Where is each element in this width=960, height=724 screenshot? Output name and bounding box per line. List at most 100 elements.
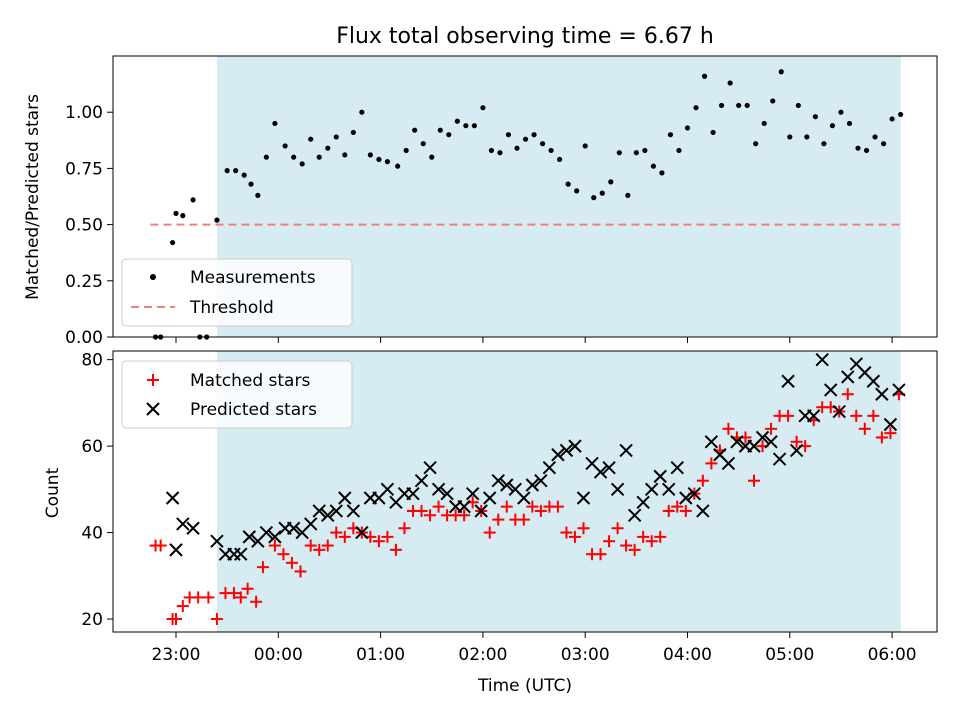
measurement-point — [804, 134, 810, 140]
predicted-star-point — [457, 499, 471, 514]
matched-star-point — [620, 539, 633, 552]
y-axis-bottom: 20 40 60 80 — [81, 351, 113, 630]
xtick-label: 01:00 — [356, 645, 405, 665]
measurement-point — [693, 105, 699, 111]
measurement-point — [667, 132, 674, 138]
measurement-point — [795, 102, 801, 109]
matched-star-point — [534, 504, 547, 517]
matched-star-point — [884, 427, 897, 440]
legend-marker-measurements — [150, 274, 156, 280]
predicted-star-point — [696, 504, 710, 518]
matched-star-point — [645, 535, 658, 548]
predicted-star-point — [875, 387, 889, 401]
matched-star-point — [594, 548, 607, 561]
plot-frame-bottom — [112, 350, 938, 633]
xtick-label: 00:00 — [254, 645, 303, 665]
predicted-star-point — [832, 404, 846, 419]
predicted-star-point — [380, 482, 395, 497]
measurement-point — [395, 163, 401, 169]
measurement-point — [719, 102, 725, 109]
bottom-ytick-label: 80 — [81, 351, 103, 371]
matched-star-point — [722, 422, 735, 435]
measurement-point — [855, 145, 861, 151]
predicted-star-point — [474, 504, 488, 518]
matched-star-point — [705, 457, 718, 470]
matched-star-point — [424, 509, 437, 522]
predicted-star-point — [440, 486, 454, 501]
predicted-star-point — [525, 478, 540, 492]
measurement-point — [650, 163, 657, 169]
predicted-star-point — [176, 517, 190, 531]
matched-star-point — [603, 535, 616, 548]
predicted-star-point — [704, 435, 719, 449]
predicted-star-point — [781, 374, 795, 388]
matched-star-point — [637, 530, 650, 543]
measurement-point — [846, 120, 853, 127]
predicted-star-point — [268, 530, 282, 544]
matched-star-point — [696, 474, 709, 487]
measurement-point — [376, 156, 382, 163]
predicted-star-point — [866, 374, 881, 388]
measurement-point — [412, 127, 418, 133]
matched-star-point — [662, 504, 675, 517]
measurement-point — [863, 147, 870, 154]
measurement-point — [676, 147, 682, 154]
predicted-star-point — [542, 461, 557, 475]
matched-star-point — [256, 561, 269, 574]
predicted-star-point — [892, 383, 906, 397]
measurement-point — [753, 141, 759, 147]
predicted-star-point — [465, 486, 480, 501]
measurement-point — [214, 217, 220, 223]
matched-star-point — [867, 409, 880, 422]
measurement-points — [152, 69, 904, 340]
predicted-star-point — [670, 461, 684, 475]
measurement-point — [446, 132, 452, 138]
predicted-star-point — [551, 448, 565, 462]
matched-star-point — [285, 556, 298, 569]
matched-star-point — [277, 548, 290, 561]
measurement-point — [248, 181, 254, 187]
xtick-label: 03:00 — [561, 645, 610, 665]
predicted-star-point — [619, 443, 633, 458]
matched-star-point — [176, 600, 189, 613]
predicted-star-point — [559, 443, 574, 458]
legend-label-matched: Matched stars — [190, 371, 310, 391]
predicted-star-point — [653, 469, 667, 484]
measurement-point — [591, 195, 597, 201]
measurement-point — [169, 239, 176, 246]
measurement-point — [582, 143, 588, 149]
predicted-star-point — [165, 491, 180, 505]
measurement-point — [420, 141, 426, 147]
matched-star-point — [234, 591, 247, 604]
panel-counts: 20 40 60 80 23:00 00:00 01:00 02:00 03:00 04:00 0… — [43, 350, 938, 696]
measurement-point — [342, 152, 348, 158]
measurement-point — [359, 109, 365, 115]
measurement-point — [539, 141, 546, 147]
measurement-point — [454, 118, 460, 124]
predicted-star-point — [806, 409, 821, 423]
xtick-label: 23:00 — [152, 645, 201, 665]
y-axis-top: 0.00 0.25 0.50 0.75 1.00 — [65, 103, 113, 348]
xtick-label: 04:00 — [663, 645, 712, 665]
measurement-point — [880, 141, 887, 147]
xtick-label: 05:00 — [765, 645, 814, 665]
predicted-star-point — [534, 473, 548, 488]
predicted-star-point — [824, 383, 838, 397]
xtick-label: 06:00 — [868, 645, 917, 665]
measurement-point — [684, 125, 691, 131]
matched-star-point — [577, 522, 590, 535]
measurement-point — [255, 192, 261, 198]
measurement-point — [233, 168, 239, 174]
matched-star-point — [415, 504, 428, 517]
measurement-point — [557, 156, 563, 163]
measurement-point — [263, 154, 269, 160]
x-ticks-top — [175, 337, 893, 343]
matched-star-point — [304, 539, 317, 552]
predicted-star-point — [186, 521, 200, 535]
measurement-point — [291, 154, 297, 160]
matched-star-point — [628, 543, 641, 556]
measurement-point — [480, 105, 486, 111]
bottom-ytick-label: 20 — [81, 610, 103, 630]
matched-star-point — [372, 535, 385, 548]
